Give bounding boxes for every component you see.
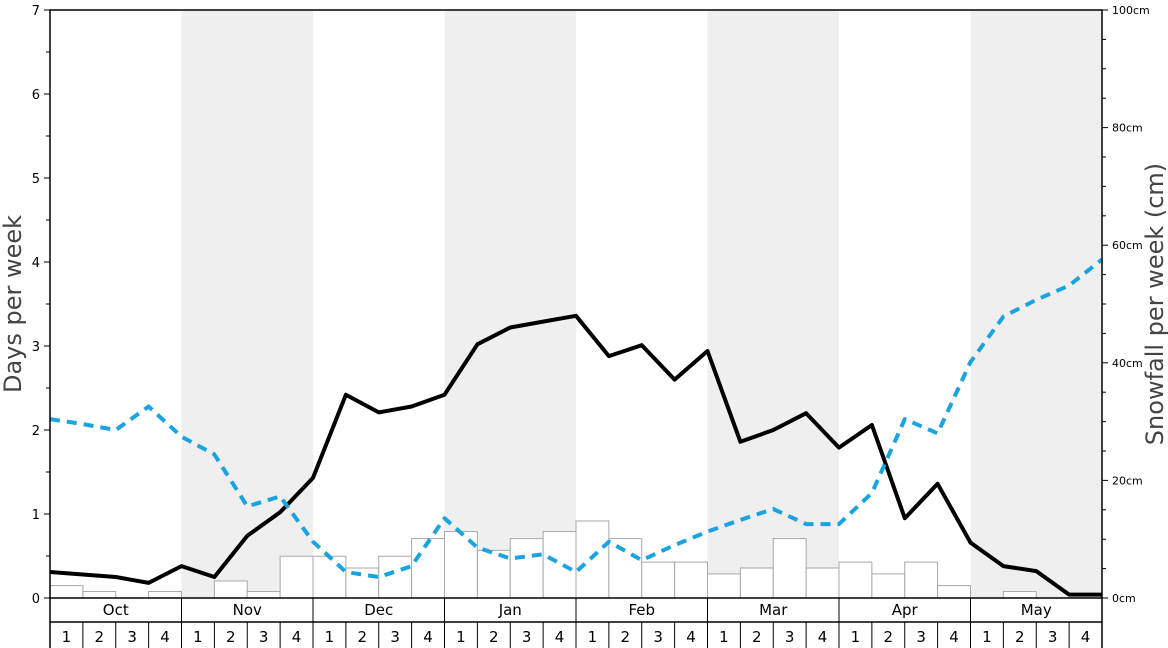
month-band-nov <box>181 10 313 598</box>
week-label: 2 <box>489 628 499 646</box>
right-axis: 0cm 20cm 40cm 60cm 80cm 100cm <box>1102 4 1150 605</box>
month-label-nov: Nov <box>233 601 262 619</box>
snowfall-bar <box>411 538 445 599</box>
month-label-jan: Jan <box>498 601 522 619</box>
snowfall-bar <box>213 580 248 599</box>
snowfall-bar <box>904 561 939 599</box>
week-label: 3 <box>1048 628 1058 646</box>
dashed-line <box>49 257 1104 579</box>
data-lines <box>49 257 1104 597</box>
right-tick-label: 100cm <box>1112 4 1150 17</box>
week-label: 3 <box>785 628 795 646</box>
week-label: 1 <box>325 628 335 646</box>
left-tick-label: 4 <box>32 256 40 271</box>
snowfall-bar <box>772 538 807 599</box>
snowfall-bar <box>1002 591 1037 599</box>
week-label: 3 <box>916 628 926 646</box>
week-label: 4 <box>292 628 302 646</box>
snowfall-bar <box>246 591 281 599</box>
snowfall-bar <box>674 561 708 599</box>
right-tick-label: 60cm <box>1112 239 1143 252</box>
snowfall-bar <box>871 573 906 599</box>
month-label-feb: Feb <box>628 601 655 619</box>
snowfall-bar <box>312 555 347 599</box>
right-tick-label: 20cm <box>1112 474 1143 487</box>
week-label: 2 <box>752 628 762 646</box>
week-label: 3 <box>390 628 400 646</box>
week-label: 2 <box>884 628 894 646</box>
left-tick-label: 7 <box>32 4 40 19</box>
week-label: 4 <box>160 628 170 646</box>
x-axis: Oct 1 2 3 4 Nov 1 2 3 4 Dec 1 2 3 4 Jan 1 2 3 4 Feb 1 2 3 4 Mar 1 2… <box>49 598 1103 648</box>
snowfall-bar <box>641 561 676 599</box>
week-label: 4 <box>949 628 959 646</box>
month-label-apr: Apr <box>892 601 919 619</box>
snowfall-bar <box>148 591 182 599</box>
plot-frame <box>49 9 1103 599</box>
week-label: 2 <box>358 628 368 646</box>
left-axis: 0 1 2 3 4 5 6 7 <box>32 4 50 607</box>
snowfall-bar <box>279 555 314 599</box>
month-shading <box>181 10 1102 598</box>
snowfall-bar <box>805 567 840 599</box>
week-label: 2 <box>1015 628 1025 646</box>
right-tick-label: 80cm <box>1112 122 1143 135</box>
week-label: 1 <box>588 628 598 646</box>
snowfall-bar <box>378 555 413 599</box>
left-tick-label: 2 <box>32 424 40 439</box>
right-tick-label: 40cm <box>1112 357 1143 370</box>
month-band-mar <box>707 10 839 598</box>
week-label: 1 <box>193 628 203 646</box>
snowfall-bar <box>838 561 873 599</box>
week-label: 4 <box>1081 628 1091 646</box>
right-axis-title: Snowfall per week (cm) <box>1141 163 1168 445</box>
snowfall-bar <box>82 591 117 599</box>
month-label-dec: Dec <box>364 601 393 619</box>
week-label: 3 <box>653 628 663 646</box>
week-label: 4 <box>555 628 565 646</box>
left-tick-label: 0 <box>32 592 40 607</box>
snowfall-bar <box>509 538 544 599</box>
week-label: 3 <box>127 628 137 646</box>
week-label: 3 <box>522 628 532 646</box>
week-label: 1 <box>456 628 466 646</box>
right-tick-label: 0cm <box>1112 592 1136 605</box>
left-tick-label: 6 <box>32 88 40 103</box>
week-label: 1 <box>719 628 729 646</box>
week-label: 1 <box>851 628 861 646</box>
left-tick-label: 5 <box>32 172 40 187</box>
month-label-may: May <box>1021 601 1052 619</box>
snowfall-bar <box>49 585 84 599</box>
week-label: 1 <box>62 628 72 646</box>
snowfall-bar <box>707 573 741 599</box>
left-tick-label: 1 <box>32 508 40 523</box>
snowfall-bar <box>937 585 971 599</box>
week-label: 4 <box>818 628 828 646</box>
week-label: 2 <box>621 628 631 646</box>
snowfall-bar <box>345 567 380 599</box>
month-label-oct: Oct <box>103 601 129 619</box>
month-band-may <box>970 10 1102 598</box>
week-label: 4 <box>686 628 696 646</box>
solid-line <box>49 313 1102 597</box>
month-label-mar: Mar <box>759 601 788 619</box>
left-tick-label: 3 <box>32 340 40 355</box>
week-label: 2 <box>226 628 236 646</box>
snowfall-bar <box>542 531 577 599</box>
week-label: 1 <box>982 628 992 646</box>
week-label: 2 <box>95 628 105 646</box>
week-label: 4 <box>423 628 433 646</box>
snowfall-bar <box>608 538 643 599</box>
snowfall-bar <box>739 567 774 599</box>
month-band-jan <box>444 10 576 598</box>
left-axis-title: Days per week <box>0 215 27 393</box>
week-label: 3 <box>259 628 269 646</box>
